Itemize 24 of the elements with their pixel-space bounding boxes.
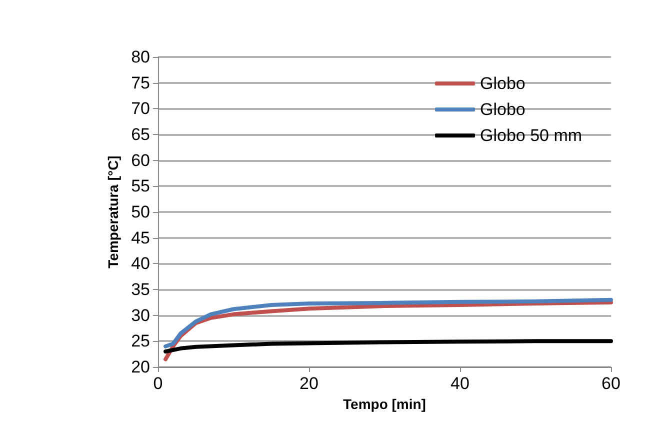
legend-label: Globo 50 mm (480, 126, 582, 145)
y-axis-title: Temperatura [°C] (105, 156, 122, 268)
y-tick-label: 65 (131, 125, 150, 144)
y-tick-label: 20 (131, 358, 150, 376)
y-tick-label: 75 (131, 73, 150, 92)
x-tick-label: 0 (153, 374, 163, 393)
x-tick-label: 60 (602, 374, 620, 393)
line-series (164, 298, 613, 348)
y-tick-label: 25 (131, 332, 150, 351)
y-tick-label: 50 (131, 202, 150, 222)
legend-label: Globo (480, 100, 526, 119)
y-tick-label: 70 (131, 99, 150, 118)
y-tick-label: 45 (131, 228, 150, 248)
y-tick-label: 55 (131, 176, 150, 196)
y-tick-label: 80 (131, 48, 150, 66)
y-tick-label: 35 (131, 280, 150, 299)
line-series (164, 339, 613, 354)
x-tick-label: 40 (450, 374, 470, 393)
y-tick-label: 40 (131, 254, 150, 274)
y-tick-label: 60 (131, 150, 150, 170)
x-axis-title: Tempo [min] (343, 396, 426, 412)
legend-label: Globo (480, 74, 526, 93)
x-tick-label: 20 (300, 374, 318, 393)
y-tick-label: 30 (131, 306, 150, 325)
